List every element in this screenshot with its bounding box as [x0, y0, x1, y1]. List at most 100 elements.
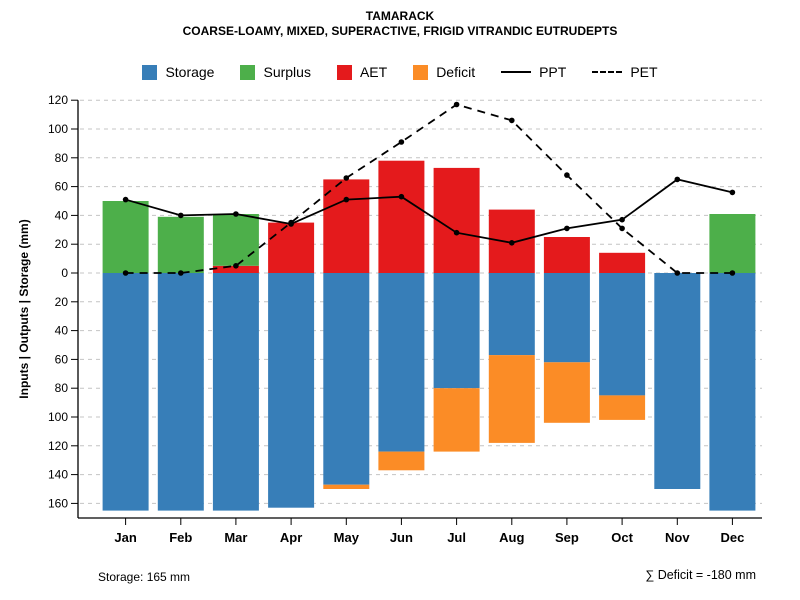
legend-label-ppt: PPT — [539, 64, 567, 80]
legend-label-pet: PET — [630, 64, 658, 80]
chart-subtitle: COARSE-LOAMY, MIXED, SUPERACTIVE, FRIGID… — [182, 24, 618, 38]
pet-point-jan — [122, 270, 129, 276]
bar-aet-may — [323, 179, 370, 273]
pet-point-apr — [288, 219, 294, 226]
bar-deficit-oct — [599, 395, 646, 420]
y-tick-label: 0 — [61, 266, 68, 280]
bar-aet-oct — [599, 252, 646, 273]
bar-surplus-mar — [212, 214, 259, 266]
bar-storage-feb — [157, 273, 204, 511]
bar-storage-may — [323, 273, 370, 485]
x-axis: Jan Feb Mar Apr May Jun Jul Aug Sep Oct Nov Dec — [78, 517, 762, 545]
legend-item-deficit: Deficit — [413, 64, 475, 80]
deficit-sum-note: ∑ Deficit = -180 mm — [645, 568, 756, 582]
legend-swatch-deficit-square — [413, 64, 429, 80]
bar-surplus-dec — [709, 214, 756, 273]
bar-surplus-jan — [102, 201, 149, 273]
y-tick-label: 160 — [48, 496, 68, 510]
bar-deficit-aug — [488, 355, 535, 443]
pet-point-mar — [233, 263, 239, 269]
pet-point-oct — [619, 225, 625, 232]
bar-storage-aug — [488, 273, 535, 356]
ppt-line-group — [122, 176, 736, 246]
ppt-point-may — [343, 196, 350, 203]
bar-surplus-feb — [157, 216, 204, 273]
ppt-point-feb — [178, 212, 184, 219]
bar-aet-mar — [212, 265, 259, 273]
y-tick-label: 140 — [48, 468, 68, 482]
bar-storage-dec — [709, 273, 756, 511]
ppt-point-jun — [398, 193, 405, 200]
legend-item-storage: Storage — [142, 64, 214, 80]
legend-swatch-aet-square — [336, 64, 352, 80]
legend-item-ppt: PPT — [501, 64, 566, 80]
legend-label-surplus: Surplus — [263, 64, 311, 80]
legend-label-storage: Storage — [165, 64, 215, 80]
ppt-point-jan — [122, 196, 129, 203]
bar-aet-sep — [543, 237, 590, 273]
legend-item-aet: AET — [336, 64, 388, 80]
x-tick-label-mar: Mar — [224, 530, 247, 545]
y-tick-label: 120 — [48, 93, 68, 107]
x-tick-label-jul: Jul — [447, 530, 466, 545]
x-tick-label-jan: Jan — [114, 530, 136, 545]
bar-storage-nov — [654, 273, 701, 489]
ppt-point-dec — [729, 189, 736, 196]
y-tick-label: 80 — [55, 151, 69, 165]
y-tick-label: 40 — [55, 208, 69, 222]
bar-deficit-jul — [433, 388, 480, 452]
legend-swatch-storage-square — [142, 64, 158, 80]
ppt-point-jul — [453, 229, 460, 236]
pet-point-feb — [178, 270, 184, 276]
legend-swatch-pet-line — [592, 71, 623, 73]
y-tick-label: 100 — [48, 410, 68, 424]
legend-item-pet: PET — [592, 64, 658, 80]
bar-deficit-sep — [543, 362, 590, 423]
bar-storage-sep — [543, 273, 590, 363]
pet-point-sep — [564, 172, 570, 178]
bar-storage-jul — [433, 273, 480, 389]
bar-storage-apr — [268, 273, 315, 508]
x-tick-label-sep: Sep — [555, 530, 579, 545]
x-tick-label-jun: Jun — [390, 530, 413, 545]
y-tick-label: 60 — [55, 352, 69, 366]
y-axis: 160 140 120 100 80 60 40 20 0 20 40 60 80 100 120 — [48, 93, 79, 518]
ppt-line — [125, 178, 733, 244]
ppt-point-mar — [233, 211, 239, 217]
pet-line — [125, 103, 733, 274]
y-tick-label: 20 — [55, 237, 69, 251]
ppt-point-oct — [619, 216, 625, 223]
pet-point-may — [343, 175, 350, 181]
ppt-point-nov — [674, 176, 681, 183]
y-axis-title: Inputs | Outputs | Storage (mm) — [17, 219, 31, 398]
bar-storage-oct — [599, 273, 646, 396]
x-tick-label-nov: Nov — [665, 530, 690, 545]
ppt-point-aug — [509, 240, 515, 246]
bar-storage-jun — [378, 273, 425, 452]
y-tick-label: 40 — [55, 324, 69, 338]
bar-storage-jan — [102, 273, 149, 511]
pet-line-group — [122, 101, 736, 276]
y-tick-label: 80 — [55, 381, 69, 395]
x-tick-label-apr: Apr — [280, 530, 302, 545]
x-tick-label-dec: Dec — [720, 530, 744, 545]
x-tick-label-oct: Oct — [611, 530, 633, 545]
legend-label-aet: AET — [359, 64, 388, 80]
chart-title: TAMARACK — [365, 9, 435, 23]
chart-legend: Storage Surplus AET Deficit PPT PET — [0, 64, 800, 80]
pet-point-jun — [398, 139, 405, 145]
x-tick-label-may: May — [334, 530, 360, 545]
pet-point-dec — [729, 270, 736, 276]
bar-deficit-may — [323, 484, 370, 489]
bar-aet-apr — [268, 222, 315, 273]
storage-note: Storage: 165 mm — [98, 570, 191, 584]
bar-deficit-jun — [378, 451, 425, 471]
bar-aet-jul — [433, 167, 480, 273]
y-tick-label: 120 — [48, 439, 68, 453]
legend-swatch-ppt-line — [501, 71, 532, 73]
bar-aet-jun — [378, 160, 425, 273]
bar-storage-mar — [212, 273, 259, 511]
bars — [102, 160, 756, 511]
ppt-point-sep — [564, 225, 570, 232]
